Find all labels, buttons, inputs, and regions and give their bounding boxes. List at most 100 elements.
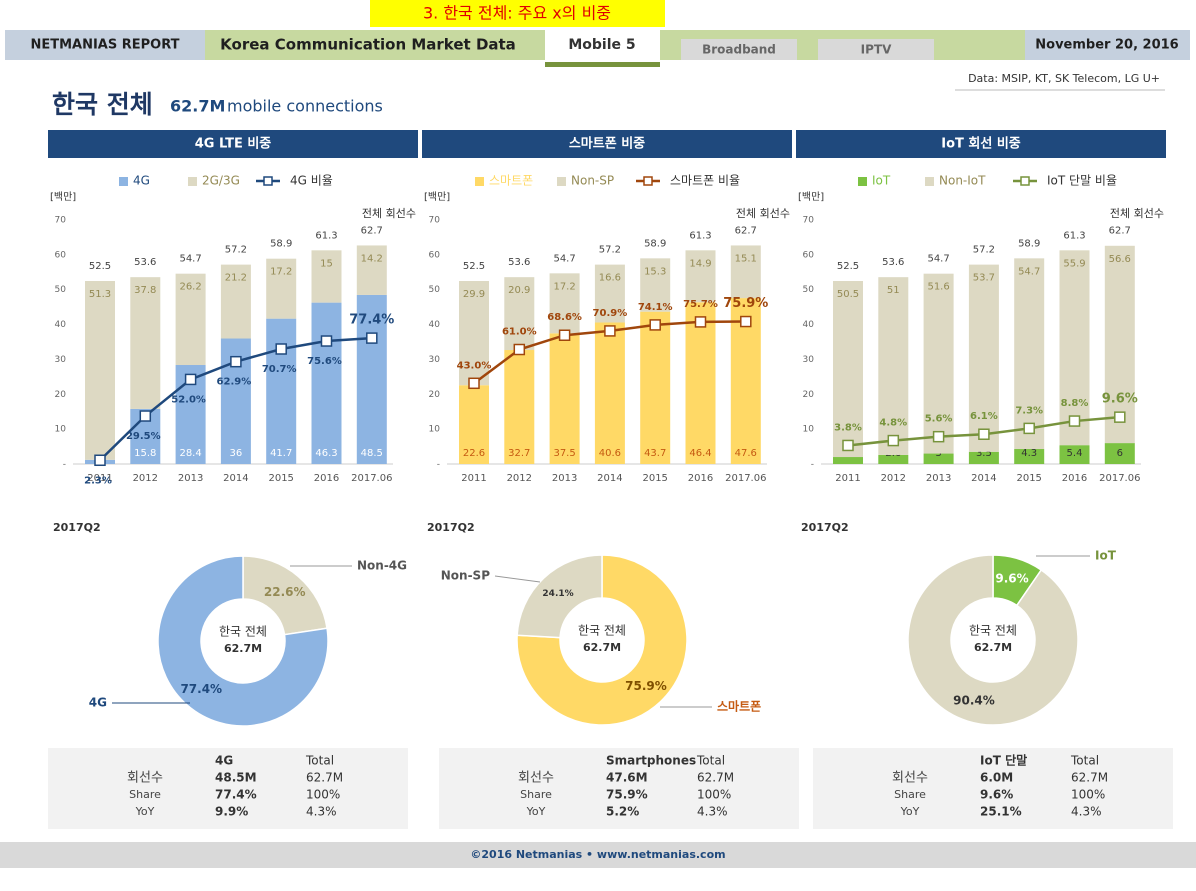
bar-segment bbox=[85, 281, 115, 460]
total-label: 62.7 bbox=[735, 225, 757, 236]
segment-label: 50.5 bbox=[837, 289, 859, 300]
y-tick-label: 70 bbox=[429, 216, 441, 226]
total-label: 57.2 bbox=[225, 245, 247, 256]
total-label: 62.7 bbox=[361, 225, 383, 236]
y-tick-label: 20 bbox=[55, 390, 67, 400]
bar-segment bbox=[549, 333, 580, 464]
segment-label: 55.9 bbox=[1063, 258, 1085, 269]
row-label: YoY bbox=[135, 805, 155, 818]
ratio-marker bbox=[1023, 422, 1035, 435]
segment-label: 46.4 bbox=[689, 448, 711, 459]
ratio-marker bbox=[94, 454, 106, 467]
date-box bbox=[1025, 30, 1190, 60]
report-name: Korea Communication Market Data bbox=[220, 36, 516, 54]
ratio-label: 7.3% bbox=[1015, 405, 1043, 416]
segment-label: 28.4 bbox=[179, 448, 201, 459]
ratio-label: 3.8% bbox=[834, 422, 862, 433]
bar-segment bbox=[968, 264, 999, 452]
bar-segment bbox=[130, 277, 161, 409]
tab-box[interactable] bbox=[818, 39, 934, 60]
callout-label: 스마트폰 bbox=[717, 699, 761, 714]
bar-segment bbox=[266, 318, 297, 464]
y-tick-label: 30 bbox=[803, 355, 815, 365]
segment-label: 36 bbox=[230, 448, 243, 459]
segment-label: 22.6 bbox=[463, 448, 485, 459]
table-header: IoT 단말 bbox=[980, 753, 1027, 768]
panel-header bbox=[796, 130, 1166, 158]
total-label: 61.3 bbox=[1063, 230, 1085, 241]
tab-active[interactable] bbox=[545, 28, 660, 62]
table-cell: 25.1% bbox=[980, 805, 1022, 819]
row-label: 회선수 bbox=[127, 771, 163, 786]
ratio-marker bbox=[932, 430, 945, 443]
ratio-label: 29.5% bbox=[126, 431, 161, 442]
bar-segment bbox=[923, 453, 954, 464]
x-tick-label: 2017.06 bbox=[351, 473, 392, 484]
y-tick-label: 60 bbox=[803, 250, 815, 260]
y-tick-label: - bbox=[811, 460, 814, 470]
legend-label: IoT 단말 비율 bbox=[1047, 174, 1117, 188]
segment-label: 43.7 bbox=[644, 448, 666, 459]
table-cell: 100% bbox=[697, 788, 731, 802]
total-label: 52.5 bbox=[89, 261, 111, 272]
ratio-marker bbox=[842, 439, 854, 452]
ratio-marker bbox=[558, 329, 571, 341]
total-label: 58.9 bbox=[644, 239, 666, 250]
center-title: 한국 전체 bbox=[219, 625, 267, 639]
ratio-marker bbox=[513, 343, 526, 356]
segment-label: 51 bbox=[887, 285, 900, 296]
x-tick-label: 2014 bbox=[971, 473, 996, 484]
table-cell: 62.7M bbox=[306, 771, 343, 785]
bar-segment bbox=[549, 273, 580, 334]
ratio-marker bbox=[275, 343, 287, 355]
panel-header bbox=[48, 130, 418, 158]
chart-subtitle: 2017Q2 bbox=[427, 521, 475, 534]
ratio-marker bbox=[366, 332, 378, 344]
ratio-label: 70.7% bbox=[262, 364, 297, 375]
bar-segment bbox=[1059, 250, 1090, 446]
ratio-marker bbox=[468, 377, 480, 390]
tab[interactable]: IPTV bbox=[861, 43, 892, 57]
ratio-label: 77.4% bbox=[349, 313, 394, 328]
ratio-marker bbox=[230, 355, 242, 368]
segment-label: 26.2 bbox=[179, 282, 201, 293]
tab[interactable]: Broadband bbox=[702, 43, 776, 57]
table-cell: 4.3% bbox=[697, 805, 728, 819]
x-tick-label: 2011 bbox=[87, 473, 112, 484]
y-tick-label: 20 bbox=[803, 390, 815, 400]
bar-segment bbox=[220, 264, 251, 339]
total-label: 53.6 bbox=[134, 257, 156, 268]
table-header: Total bbox=[696, 754, 725, 768]
table-cell: 62.7M bbox=[697, 771, 734, 785]
total-label: 52.5 bbox=[463, 261, 485, 272]
segment-label: 20.9 bbox=[508, 285, 530, 296]
tab[interactable]: Mobile 5 bbox=[568, 37, 635, 53]
segment-label: 32.7 bbox=[508, 448, 530, 459]
ratio-label: 5.6% bbox=[925, 414, 953, 425]
ratio-marker bbox=[1068, 415, 1081, 427]
ratio-marker bbox=[139, 410, 152, 422]
totals-label: 전체 회선수 bbox=[362, 207, 416, 220]
segment-label: 46.3 bbox=[315, 448, 337, 459]
segment-label: 15.8 bbox=[134, 448, 156, 459]
segment-label: 21.2 bbox=[225, 273, 247, 284]
bar-segment bbox=[266, 258, 297, 319]
ratio-label: 52.0% bbox=[171, 394, 206, 405]
legend-swatch bbox=[119, 177, 128, 186]
ratio-marker bbox=[649, 319, 661, 331]
x-tick-label: 2014 bbox=[597, 473, 622, 484]
bar-segment bbox=[504, 277, 535, 351]
segment-label: 40.6 bbox=[599, 448, 621, 459]
segment-label: 48.5 bbox=[361, 448, 383, 459]
ratio-marker bbox=[694, 316, 707, 328]
segment-label: 15.3 bbox=[644, 266, 666, 277]
segment-label: 53.7 bbox=[973, 273, 995, 284]
y-axis-label: [백만] bbox=[50, 191, 76, 203]
x-tick-label: 2017.06 bbox=[725, 473, 766, 484]
legend-label: Non-SP bbox=[571, 174, 614, 188]
center-value: 62.7M bbox=[583, 641, 621, 654]
tab-box[interactable] bbox=[681, 39, 797, 60]
y-tick-label: 10 bbox=[803, 425, 815, 435]
total-label: 61.3 bbox=[315, 230, 337, 241]
